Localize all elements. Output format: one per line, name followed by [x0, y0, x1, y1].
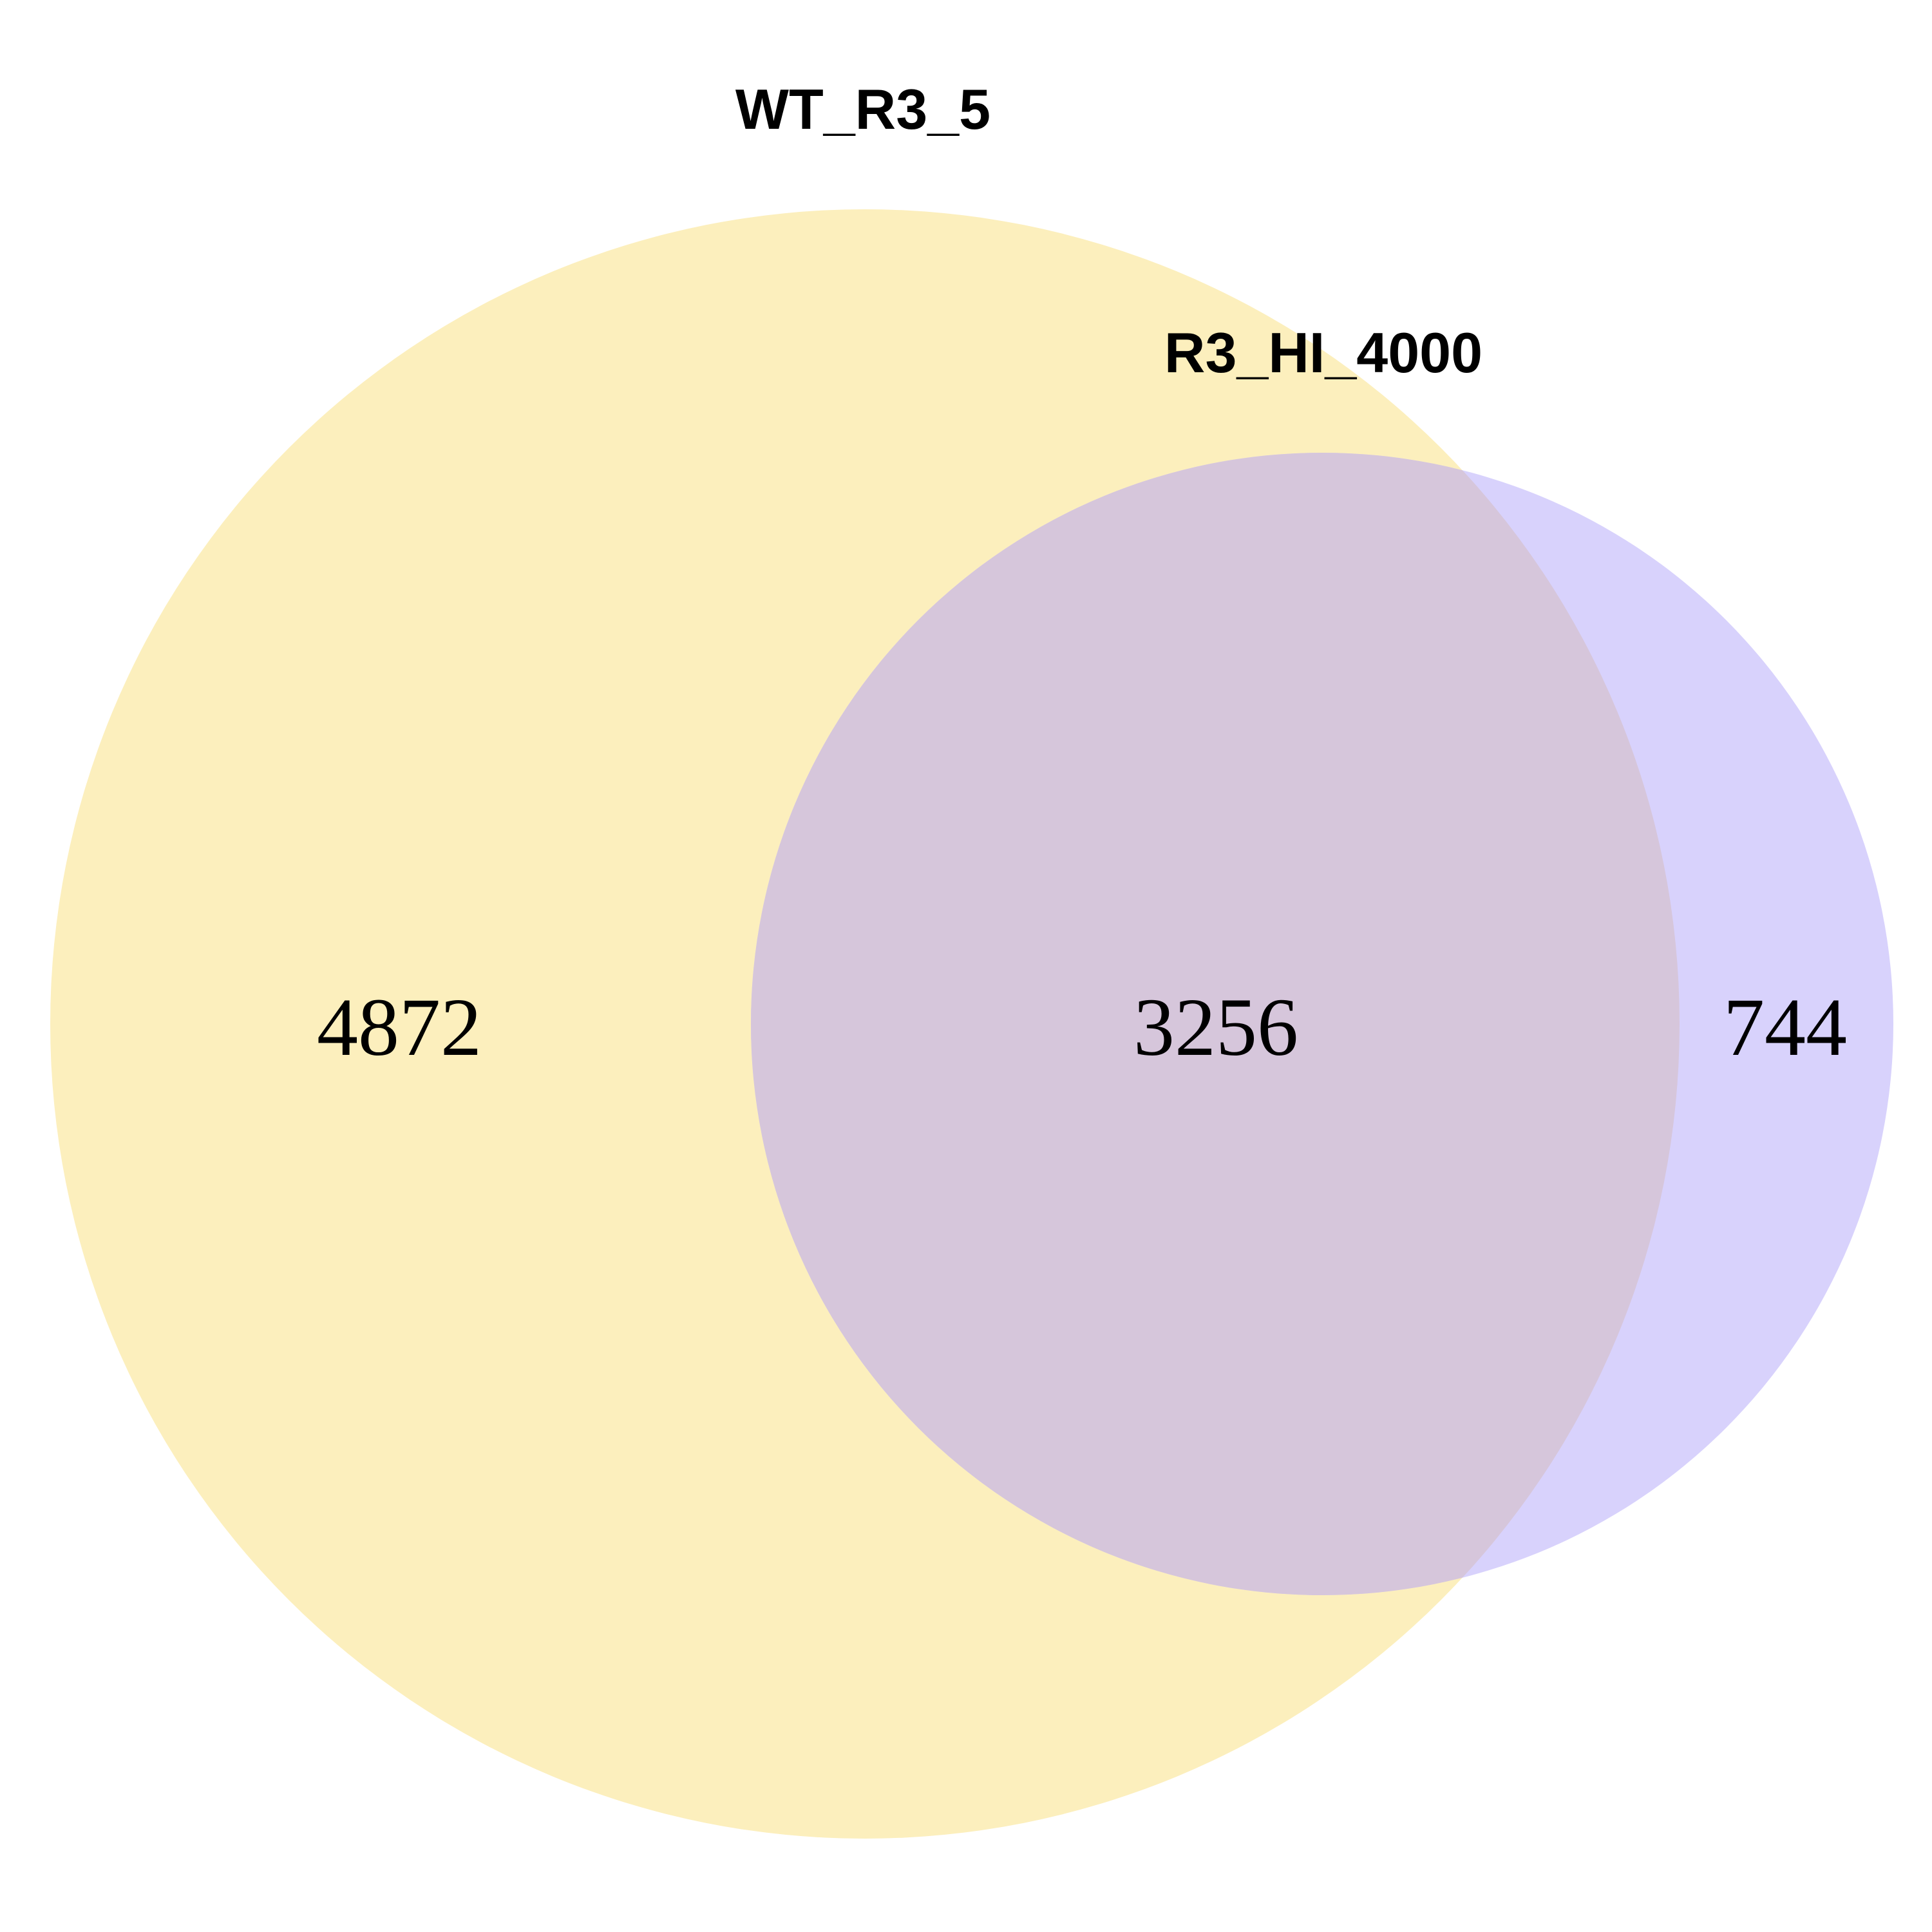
set-a-label: WT_R3_5 — [735, 77, 990, 141]
count-only-b: 744 — [1723, 981, 1847, 1073]
count-intersection: 3256 — [1133, 981, 1298, 1073]
set-b-label: R3_HI_4000 — [1164, 321, 1482, 384]
intersection-region — [751, 453, 1680, 1595]
count-only-a: 4872 — [317, 981, 482, 1073]
